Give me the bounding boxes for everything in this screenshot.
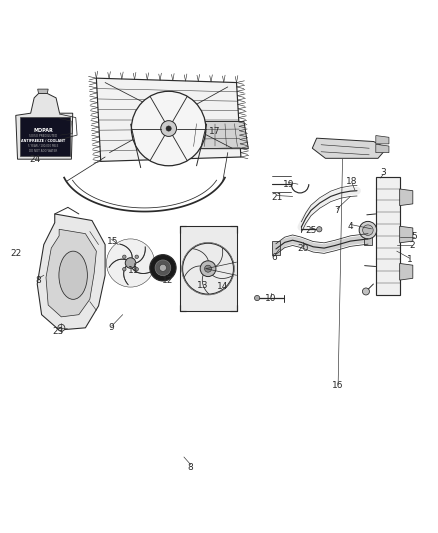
Polygon shape — [399, 226, 413, 243]
Text: 3: 3 — [380, 168, 386, 177]
Circle shape — [150, 255, 176, 281]
Circle shape — [359, 221, 377, 239]
Polygon shape — [399, 263, 413, 280]
Circle shape — [166, 126, 171, 131]
Circle shape — [135, 268, 138, 271]
Text: 7: 7 — [334, 206, 340, 215]
Circle shape — [159, 264, 166, 271]
Polygon shape — [96, 78, 241, 161]
Text: 19: 19 — [283, 180, 294, 189]
Polygon shape — [16, 93, 73, 159]
Text: 8: 8 — [35, 276, 41, 285]
Text: 18: 18 — [346, 177, 358, 186]
Text: 12: 12 — [162, 277, 173, 286]
Circle shape — [362, 288, 370, 295]
Text: 24: 24 — [29, 155, 41, 164]
Polygon shape — [37, 214, 105, 330]
Text: 22: 22 — [10, 249, 21, 258]
Text: 2: 2 — [409, 241, 414, 250]
Circle shape — [155, 260, 171, 276]
Circle shape — [205, 265, 212, 272]
Text: 11: 11 — [128, 266, 139, 276]
Polygon shape — [46, 229, 96, 317]
Polygon shape — [272, 241, 280, 255]
Circle shape — [200, 261, 216, 277]
Text: 5: 5 — [411, 232, 417, 241]
Text: 16: 16 — [332, 381, 344, 390]
Polygon shape — [376, 135, 389, 144]
Text: 4: 4 — [348, 222, 353, 231]
Text: 14: 14 — [217, 282, 228, 290]
Circle shape — [125, 258, 136, 268]
Text: ANTIFREEZE / COOLANT: ANTIFREEZE / COOLANT — [21, 139, 65, 143]
Text: 9: 9 — [109, 324, 115, 332]
Text: 8: 8 — [187, 463, 194, 472]
Circle shape — [58, 324, 65, 332]
Circle shape — [161, 120, 177, 136]
Polygon shape — [183, 122, 248, 149]
Text: DO NOT ADD WATER: DO NOT ADD WATER — [29, 149, 57, 153]
Circle shape — [317, 227, 322, 232]
Text: 20: 20 — [297, 244, 309, 253]
Bar — [20, 117, 70, 156]
Ellipse shape — [59, 251, 87, 300]
Text: 13: 13 — [197, 281, 208, 290]
Circle shape — [123, 268, 126, 271]
Polygon shape — [376, 177, 399, 295]
Text: 6: 6 — [271, 253, 277, 262]
Bar — [180, 226, 237, 311]
Text: MOPAR: MOPAR — [33, 128, 53, 133]
Circle shape — [131, 91, 206, 166]
Polygon shape — [364, 231, 372, 245]
Text: 10: 10 — [265, 294, 276, 303]
Text: 50/50 PREDILUTED: 50/50 PREDILUTED — [29, 134, 57, 139]
Polygon shape — [312, 138, 387, 158]
Circle shape — [106, 239, 155, 287]
Circle shape — [123, 255, 126, 259]
Text: 1: 1 — [406, 255, 413, 264]
Text: 21: 21 — [271, 193, 283, 202]
Text: 17: 17 — [209, 127, 220, 136]
Text: 15: 15 — [107, 237, 118, 246]
Circle shape — [135, 255, 138, 259]
Circle shape — [363, 225, 373, 236]
Circle shape — [254, 295, 260, 301]
Text: 23: 23 — [53, 327, 64, 336]
Polygon shape — [376, 144, 389, 152]
Text: 5 YEAR / 100,000 MILE: 5 YEAR / 100,000 MILE — [28, 144, 58, 149]
Text: 25: 25 — [305, 225, 317, 235]
Polygon shape — [38, 89, 48, 93]
Polygon shape — [399, 189, 413, 206]
